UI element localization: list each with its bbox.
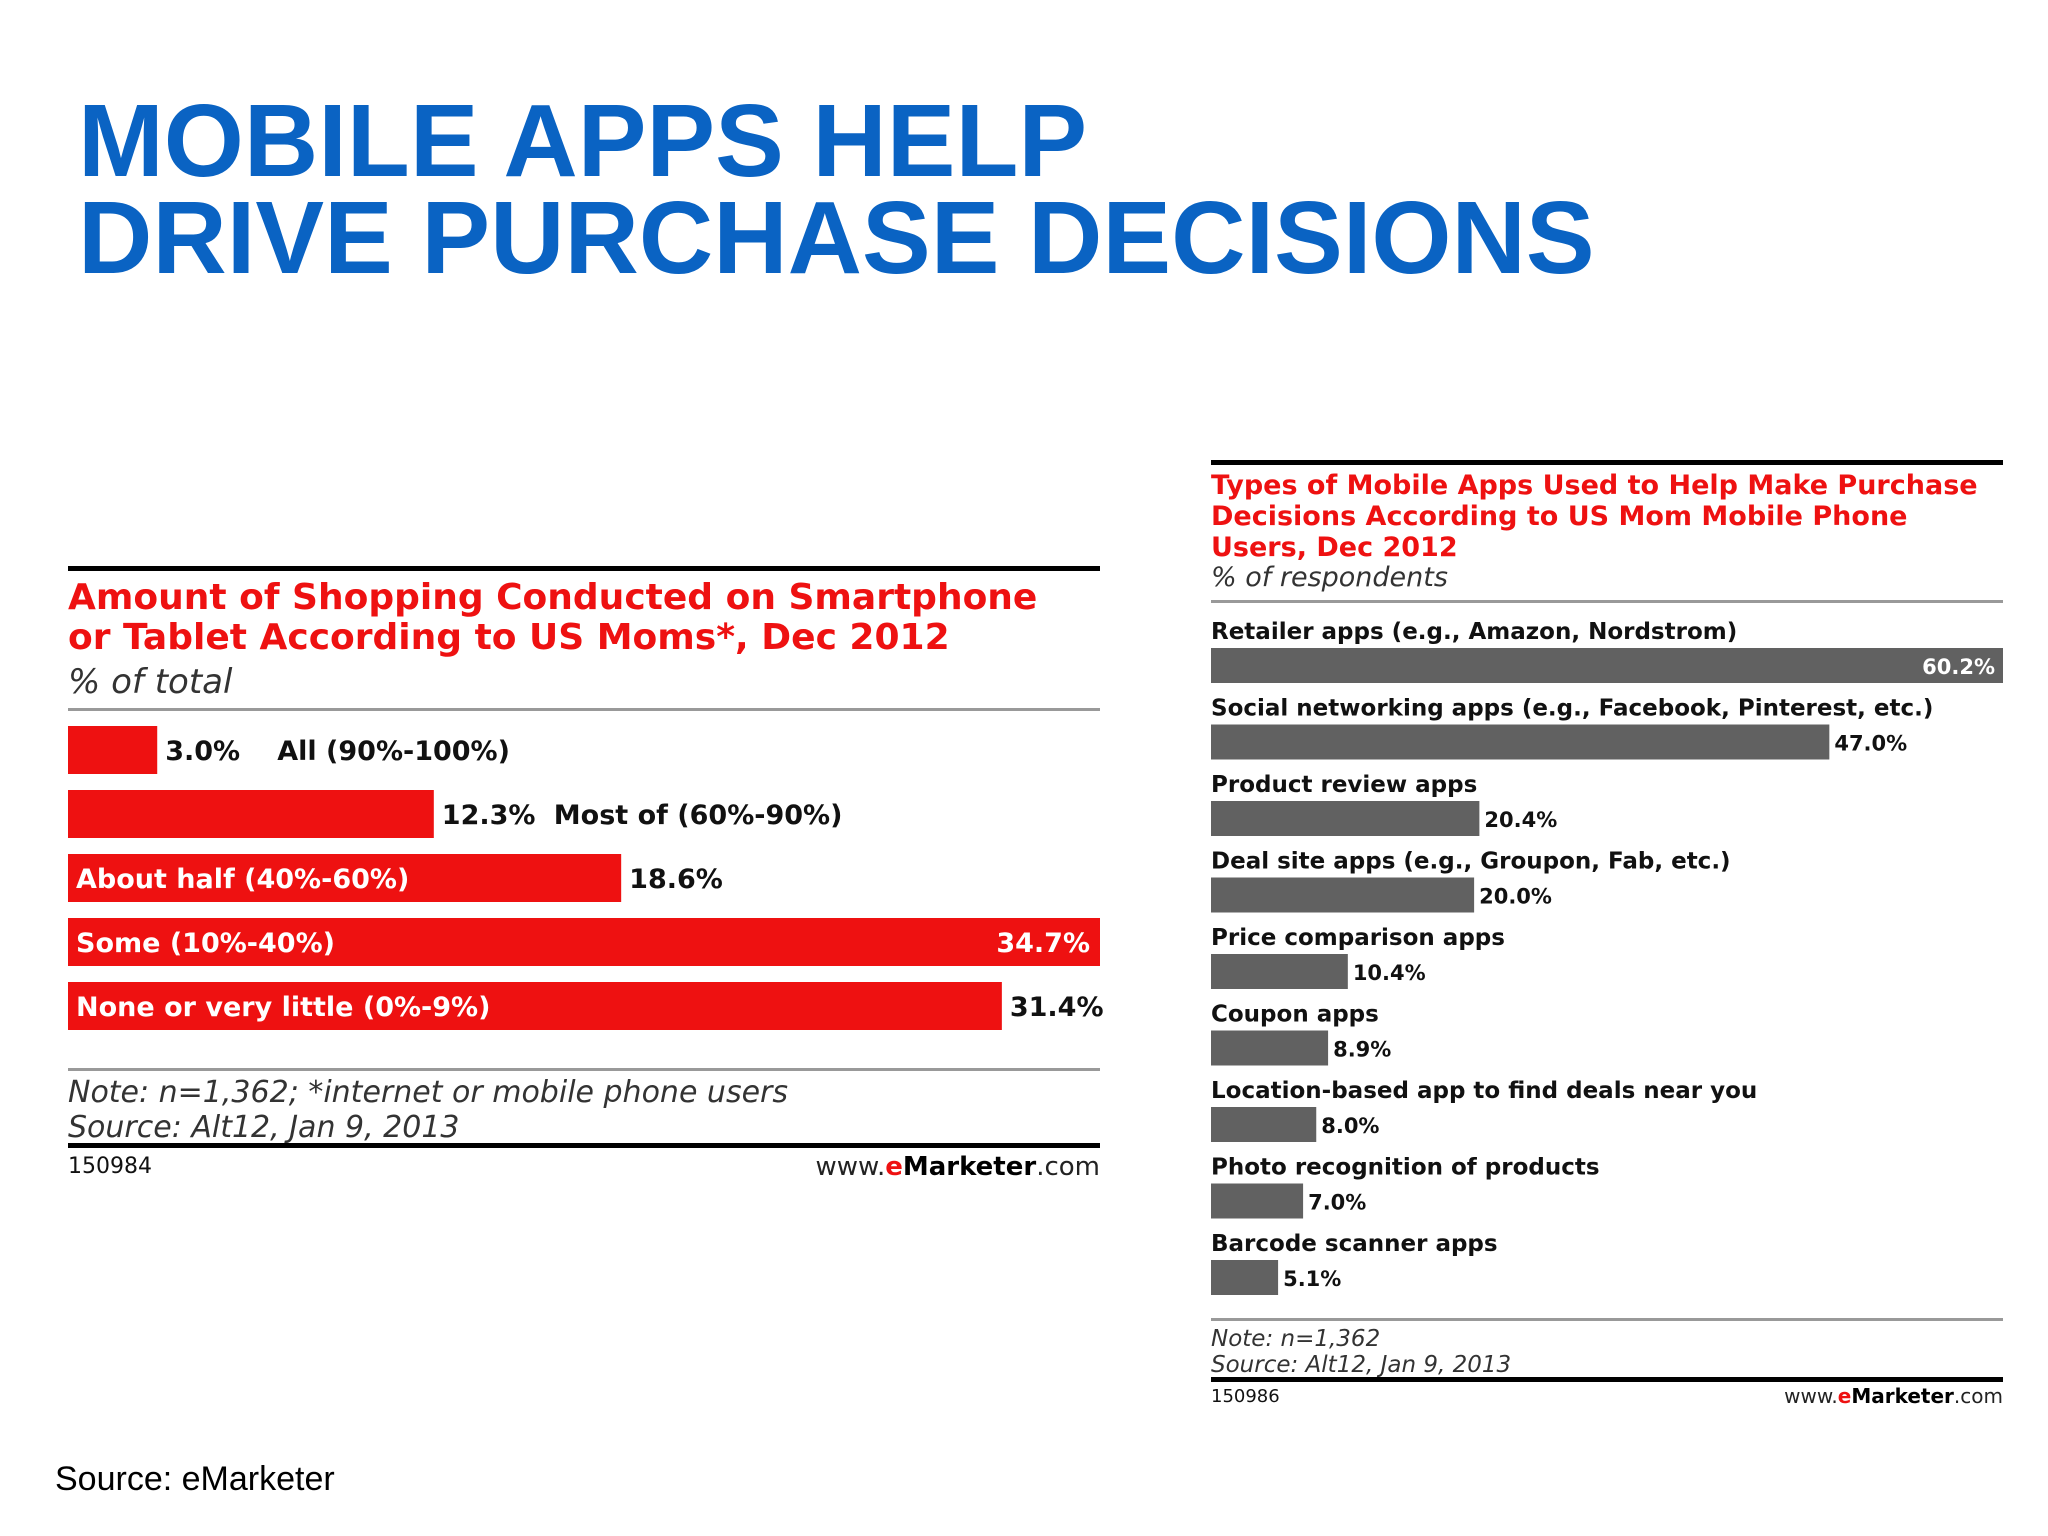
mobile-app-types-chart: Types of Mobile Apps Used to Help Make P… [1211,460,2003,1408]
bar [68,854,622,902]
value-label: 7.0% [1308,1191,1366,1215]
bar [1211,1183,1304,1219]
logo-name: Marketer [902,1152,1037,1182]
category-label: About half (40%-60%) [76,864,409,895]
category-label: Retailer apps (e.g., Amazon, Nordstrom) [1211,619,1737,645]
slide-title: MOBILE APPS HELP DRIVE PURCHASE DECISION… [78,83,1595,295]
bar [68,726,158,774]
chart-title: Amount of Shopping Conducted on Smartpho… [68,577,1038,658]
emarketer-logo: www.eMarketer.com [816,1152,1100,1182]
bar [1211,1030,1329,1066]
chart-divider [1211,600,2003,603]
shopping-amount-chart: Amount of Shopping Conducted on Smartpho… [68,566,1104,1186]
chart-title: Types of Mobile Apps Used to Help Make P… [1211,470,1978,563]
value-label: 12.3% [442,800,536,831]
value-label: 3.0% [165,736,240,767]
chart-divider [68,708,1100,711]
category-label: Social networking apps (e.g., Facebook, … [1211,696,1933,722]
logo-suffix: .com [1036,1152,1100,1182]
category-label: Barcode scanner apps [1211,1231,1498,1257]
chart-note: Note: n=1,362 Source: Alt12, Jan 9, 2013 [1211,1326,1511,1379]
value-label: 10.4% [1353,961,1426,985]
bar [68,982,1002,1030]
logo-e: e [1837,1384,1852,1408]
chart-subtitle: % of respondents [1211,562,1448,593]
chart-source-text: Source: Alt12, Jan 9, 2013 [68,1109,460,1145]
bar [1211,1260,1279,1295]
logo-e: e [885,1152,903,1182]
chart-top-rule [1211,460,2003,465]
logo-suffix: .com [1953,1384,2003,1408]
value-label: 8.9% [1333,1038,1391,1062]
chart-subtitle: % of total [68,662,233,702]
value-label: 8.0% [1321,1114,1379,1138]
logo-prefix: www. [815,1152,886,1182]
mobile-app-types-bars: Retailer apps (e.g., Amazon, Nordstrom) 6… [1211,619,2003,1295]
value-label: 18.6% [629,864,723,895]
bar [1211,648,2003,683]
logo-name: Marketer [1851,1384,1954,1408]
chart-bottom-rule [1211,1377,2003,1382]
bar [68,918,1100,966]
category-label: Coupon apps [1211,1002,1379,1028]
slide-source: Source: eMarketer [55,1460,335,1498]
logo-prefix: www. [1784,1384,1838,1408]
slide-title-line-1: MOBILE APPS HELP [78,83,1088,198]
category-label: Deal site apps (e.g., Groupon, Fab, etc.… [1211,849,1731,875]
value-label: 20.0% [1479,885,1552,909]
value-label: 47.0% [1834,732,1907,756]
value-label: 34.7% [996,928,1090,959]
category-label: Product review apps [1211,772,1477,798]
category-label: Price comparison apps [1211,925,1505,951]
slide-title-line-2: DRIVE PURCHASE DECISIONS [78,180,1595,295]
chart-note-text: Note: n=1,362 [1211,1326,1381,1352]
bar [1211,724,1830,760]
category-label: Location-based app to find deals near yo… [1211,1078,1757,1104]
bar [1211,1107,1317,1142]
value-label: 20.4% [1484,808,1557,832]
value-label: 60.2% [1922,655,1995,679]
emarketer-logo: www.eMarketer.com [1784,1384,2003,1408]
category-label: None or very little (0%-9%) [76,992,490,1023]
bar [1211,877,1475,913]
bar [68,790,434,838]
bar [1211,801,1480,836]
chart-note-text: Note: n=1,362; *internet or mobile phone… [68,1075,788,1110]
bar [1211,954,1348,989]
chart-source-text: Source: Alt12, Jan 9, 2013 [1211,1352,1512,1379]
category-label: Most of (60%-90%) [554,800,843,831]
chart-note: Note: n=1,362; *internet or mobile phone… [68,1075,788,1145]
chart-bottom-rule [68,1143,1100,1148]
chart-id: 150986 [1211,1386,1280,1407]
category-label: Photo recognition of products [1211,1155,1600,1181]
chart-id: 150984 [68,1154,152,1179]
category-label: All (90%-100%) [277,736,510,767]
chart-divider [68,1068,1100,1071]
shopping-amount-bars: 3.0% All (90%-100%) 12.3% Most of (60%-90%)… [68,726,1104,1030]
category-label: Some (10%-40%) [76,928,335,959]
chart-divider [1211,1318,2003,1321]
value-label: 5.1% [1283,1267,1341,1291]
value-label: 31.4% [1010,992,1104,1023]
chart-top-rule [68,566,1100,571]
